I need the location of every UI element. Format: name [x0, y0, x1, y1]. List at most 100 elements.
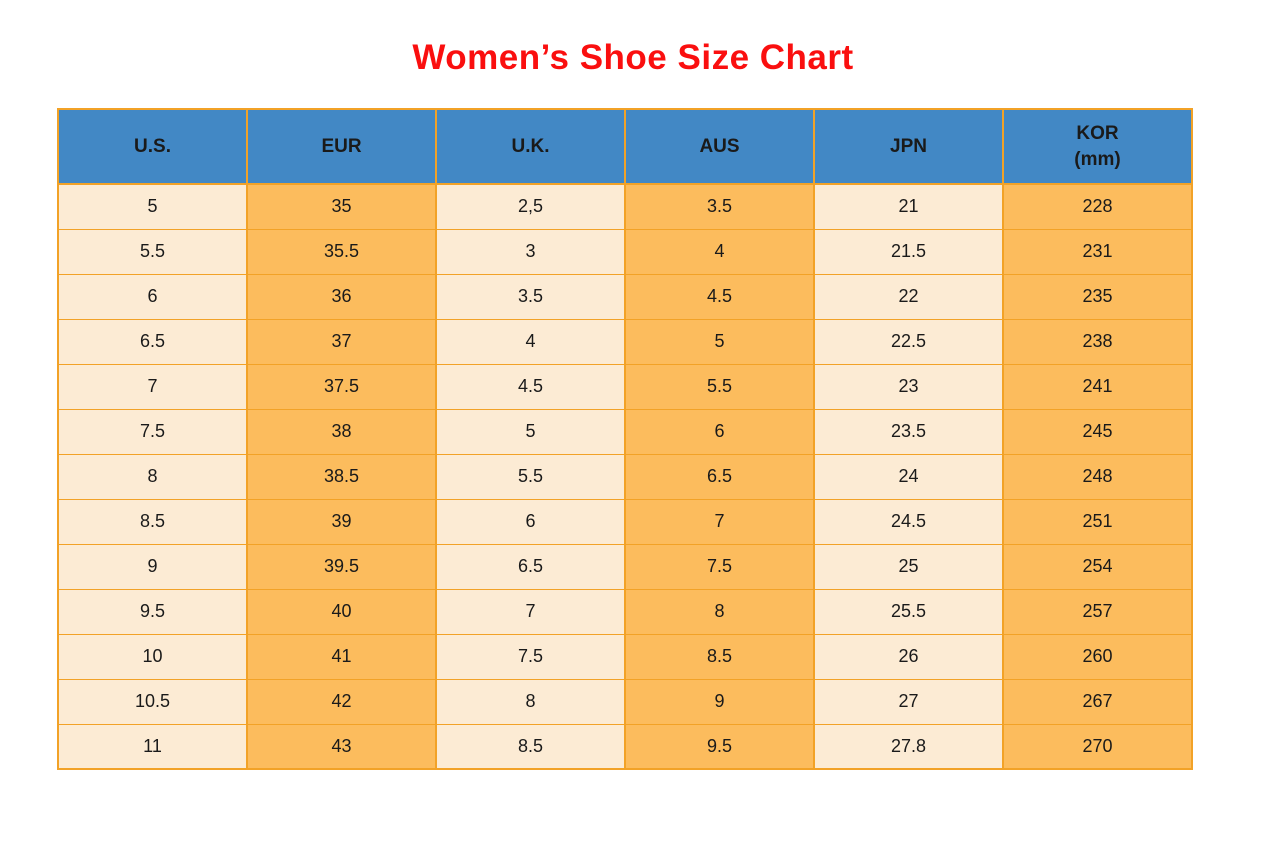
table-cell: 27.8 [813, 723, 1004, 770]
table-cell: 8 [624, 588, 815, 635]
header-label: EUR [321, 135, 362, 157]
table-cell: 21 [813, 183, 1004, 230]
table-cell: 5 [57, 183, 248, 230]
table-cell: 9 [624, 678, 815, 725]
table-cell: 21.5 [813, 228, 1004, 275]
table-header: U.S. EUR U.K. AUS JPN [57, 109, 1193, 185]
header-cell-us: U.S. [57, 109, 248, 185]
table-cell: 5.5 [624, 363, 815, 410]
table-cell: 37.5 [246, 363, 437, 410]
table-cell: 231 [1002, 228, 1193, 275]
table-cell: 25.5 [813, 588, 1004, 635]
table-row: 5.5 35.5 3 4 21.5 231 [57, 228, 1193, 275]
table-cell: 9.5 [624, 723, 815, 770]
table-cell: 238 [1002, 318, 1193, 365]
table-row: 6 36 3.5 4.5 22 235 [57, 273, 1193, 320]
table-cell: 2,5 [435, 183, 626, 230]
table-cell: 4 [624, 228, 815, 275]
table-row: 7.5 38 5 6 23.5 245 [57, 408, 1193, 455]
table-cell: 10.5 [57, 678, 248, 725]
header-cell-jpn: JPN [813, 109, 1004, 185]
table-cell: 42 [246, 678, 437, 725]
table-row: 8.5 39 6 7 24.5 251 [57, 498, 1193, 545]
table-cell: 38.5 [246, 453, 437, 500]
table-cell: 23 [813, 363, 1004, 410]
table-cell: 8 [435, 678, 626, 725]
table-cell: 25 [813, 543, 1004, 590]
table-cell: 36 [246, 273, 437, 320]
table-cell: 4.5 [435, 363, 626, 410]
table-cell: 26 [813, 633, 1004, 680]
table-cell: 251 [1002, 498, 1193, 545]
table-cell: 260 [1002, 633, 1193, 680]
table-row: 11 43 8.5 9.5 27.8 270 [57, 723, 1193, 770]
table-cell: 39.5 [246, 543, 437, 590]
header-label: JPN [890, 135, 927, 157]
table-cell: 3.5 [435, 273, 626, 320]
table-cell: 7 [57, 363, 248, 410]
table-cell: 245 [1002, 408, 1193, 455]
table-cell: 23.5 [813, 408, 1004, 455]
table-cell: 7 [624, 498, 815, 545]
table-cell: 6 [435, 498, 626, 545]
table-cell: 235 [1002, 273, 1193, 320]
table-row: 10.5 42 8 9 27 267 [57, 678, 1193, 725]
table-cell: 6.5 [624, 453, 815, 500]
table-cell: 6.5 [57, 318, 248, 365]
table-cell: 5.5 [435, 453, 626, 500]
table-cell: 22.5 [813, 318, 1004, 365]
table-cell: 254 [1002, 543, 1193, 590]
table-cell: 5.5 [57, 228, 248, 275]
table-cell: 24 [813, 453, 1004, 500]
table-cell: 8.5 [624, 633, 815, 680]
table-cell: 6 [57, 273, 248, 320]
table-cell: 43 [246, 723, 437, 770]
header-row: U.S. EUR U.K. AUS JPN [57, 109, 1193, 185]
header-label: KOR [1076, 122, 1119, 144]
shoe-size-table: U.S. EUR U.K. AUS JPN [57, 108, 1193, 770]
table-row: 6.5 37 4 5 22.5 238 [57, 318, 1193, 365]
shoe-size-table-container: U.S. EUR U.K. AUS JPN [57, 108, 1193, 770]
table-cell: 7.5 [57, 408, 248, 455]
table-cell: 8.5 [435, 723, 626, 770]
header-cell-uk: U.K. [435, 109, 626, 185]
table-cell: 37 [246, 318, 437, 365]
table-cell: 6 [624, 408, 815, 455]
table-cell: 5 [435, 408, 626, 455]
table-cell: 35 [246, 183, 437, 230]
table-cell: 248 [1002, 453, 1193, 500]
table-cell: 241 [1002, 363, 1193, 410]
table-cell: 41 [246, 633, 437, 680]
table-cell: 9.5 [57, 588, 248, 635]
table-cell: 228 [1002, 183, 1193, 230]
table-cell: 270 [1002, 723, 1193, 770]
header-label: U.S. [134, 135, 171, 157]
table-cell: 39 [246, 498, 437, 545]
table-cell: 4 [435, 318, 626, 365]
header-cell-kor: KOR (mm) [1002, 109, 1193, 185]
table-cell: 5 [624, 318, 815, 365]
table-row: 8 38.5 5.5 6.5 24 248 [57, 453, 1193, 500]
table-row: 7 37.5 4.5 5.5 23 241 [57, 363, 1193, 410]
table-cell: 22 [813, 273, 1004, 320]
header-label: AUS [699, 135, 740, 157]
table-cell: 257 [1002, 588, 1193, 635]
table-row: 10 41 7.5 8.5 26 260 [57, 633, 1193, 680]
page-title: Women’s Shoe Size Chart [412, 38, 854, 77]
header-sublabel: (mm) [1074, 148, 1121, 170]
header-cell-eur: EUR [246, 109, 437, 185]
table-cell: 3.5 [624, 183, 815, 230]
table-cell: 7.5 [435, 633, 626, 680]
table-row: 9.5 40 7 8 25.5 257 [57, 588, 1193, 635]
table-cell: 40 [246, 588, 437, 635]
header-label: U.K. [511, 135, 550, 157]
table-row: 9 39.5 6.5 7.5 25 254 [57, 543, 1193, 590]
table-cell: 267 [1002, 678, 1193, 725]
table-cell: 8 [57, 453, 248, 500]
table-cell: 35.5 [246, 228, 437, 275]
table-cell: 11 [57, 723, 248, 770]
table-cell: 10 [57, 633, 248, 680]
table-cell: 4.5 [624, 273, 815, 320]
table-cell: 3 [435, 228, 626, 275]
table-cell: 7 [435, 588, 626, 635]
